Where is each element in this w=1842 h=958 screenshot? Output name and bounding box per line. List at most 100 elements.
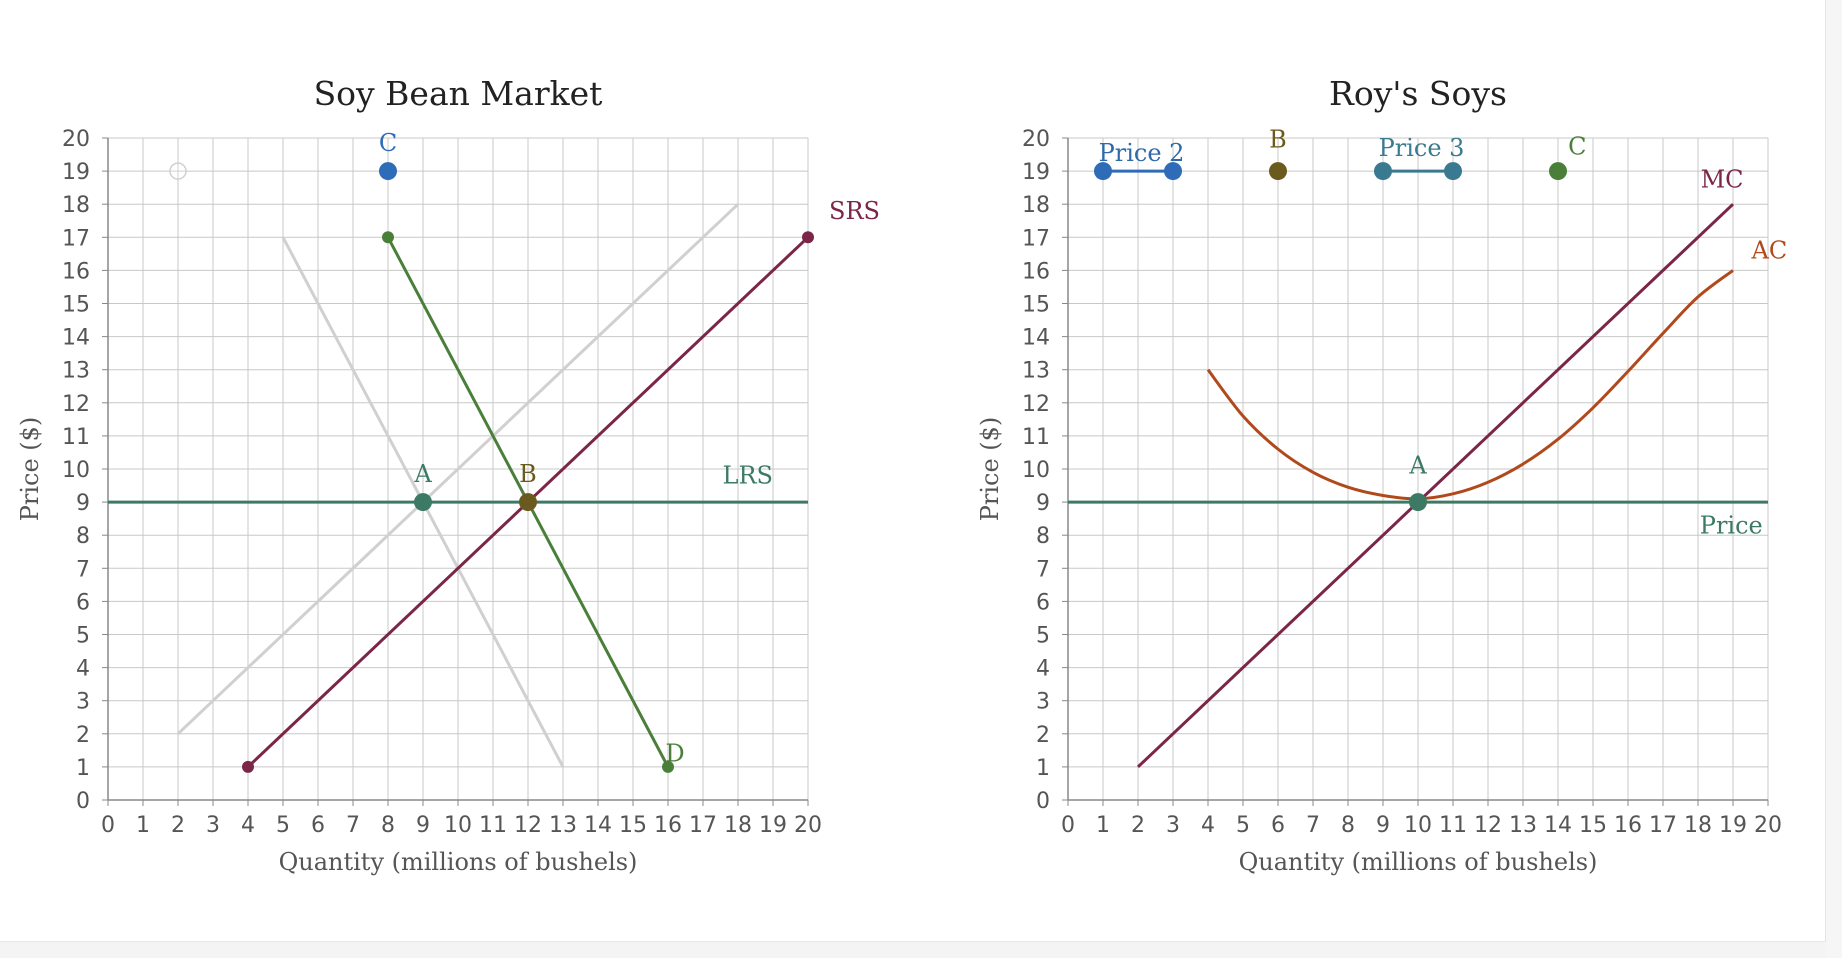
vertical-scrollbar[interactable] — [1825, 0, 1842, 958]
x-tick-label: 0 — [101, 813, 115, 838]
x-tick-label: 16 — [654, 813, 682, 838]
y-tick-label: 16 — [1022, 259, 1050, 284]
x-axis-title: Quantity (millions of bushels) — [279, 848, 638, 876]
x-tick-label: 17 — [689, 813, 717, 838]
x-tick-label: 8 — [381, 813, 395, 838]
y-tick-label: 0 — [1036, 789, 1050, 814]
y-tick-label: 1 — [1036, 756, 1050, 781]
y-tick-label: 9 — [1036, 491, 1050, 516]
chart-title: Roy's Soys — [1329, 74, 1507, 113]
series-srs-endpoint — [242, 760, 254, 773]
y-tick-label: 15 — [62, 293, 90, 318]
point-c — [1549, 162, 1567, 181]
x-tick-label: 9 — [416, 813, 430, 838]
x-tick-label: 14 — [584, 813, 612, 838]
y-tick-label: 11 — [62, 425, 90, 450]
series-ac-label: AC — [1751, 237, 1788, 265]
y-tick-label: 11 — [1022, 425, 1050, 450]
point-a-label: A — [1408, 452, 1427, 480]
roys-soys-chart: Roy's Soys 0 1 2 3 4 5 6 7 8 9 10 11 12 13 14 15 16 17 18 19… — [960, 0, 1840, 900]
y-tick-label: 9 — [76, 491, 90, 516]
y-tick-label: 13 — [1022, 359, 1050, 384]
x-tick-label: 11 — [479, 813, 507, 838]
point-c-label: C — [1568, 132, 1586, 160]
point-b-label: B — [519, 460, 537, 488]
x-tick-label: 19 — [1719, 813, 1747, 838]
y-tick-label: 15 — [1022, 293, 1050, 318]
x-tick-label: 16 — [1614, 813, 1642, 838]
x-tick-label: 20 — [794, 813, 822, 838]
y-tick-label: 6 — [1036, 590, 1050, 615]
y-tick-label: 5 — [1036, 624, 1050, 649]
x-tick-label: 8 — [1341, 813, 1355, 838]
x-tick-label: 12 — [1474, 813, 1502, 838]
point-b — [519, 493, 537, 512]
series-price-2-endpoint — [1094, 162, 1112, 181]
y-tick-label: 6 — [76, 590, 90, 615]
x-tick-label: 9 — [1376, 813, 1390, 838]
x-axis-title: Quantity (millions of bushels) — [1239, 848, 1598, 876]
bottom-strip — [0, 941, 1826, 958]
series-price-3-endpoint — [1444, 162, 1462, 181]
y-tick-label: 16 — [62, 259, 90, 284]
chart-title: Soy Bean Market — [314, 74, 603, 113]
x-tick-label: 2 — [1131, 813, 1145, 838]
x-tick-label: 1 — [1096, 813, 1110, 838]
x-tick-label: 3 — [206, 813, 220, 838]
series-mc-label: MC — [1701, 165, 1744, 193]
x-tick-label: 7 — [346, 813, 360, 838]
series-d-endpoint — [662, 760, 674, 773]
y-tick-label: 19 — [62, 160, 90, 185]
series-d-label: D — [665, 740, 684, 768]
series-price-2-endpoint — [1164, 162, 1182, 181]
y-tick-label: 19 — [1022, 160, 1050, 185]
series-srs-endpoint — [802, 231, 814, 244]
y-tick-label: 20 — [1022, 127, 1050, 152]
y-tick-label: 14 — [1022, 326, 1050, 351]
y-tick-label: 17 — [1022, 226, 1050, 251]
y-tick-label: 18 — [62, 193, 90, 218]
x-tick-label: 17 — [1649, 813, 1677, 838]
y-tick-label: 2 — [76, 723, 90, 748]
y-tick-label: 3 — [76, 690, 90, 715]
x-tick-label: 15 — [619, 813, 647, 838]
x-tick-label: 1 — [136, 813, 150, 838]
x-tick-label: 7 — [1306, 813, 1320, 838]
x-tick-label: 3 — [1166, 813, 1180, 838]
point-c-label: C — [379, 129, 397, 157]
x-tick-label: 20 — [1754, 813, 1782, 838]
y-tick-label: 7 — [76, 557, 90, 582]
x-tick-label: 10 — [444, 813, 472, 838]
x-tick-label: 18 — [1684, 813, 1712, 838]
y-tick-label: 10 — [1022, 458, 1050, 483]
y-tick-label: 12 — [62, 392, 90, 417]
y-tick-label: 13 — [62, 359, 90, 384]
y-tick-label: 0 — [76, 789, 90, 814]
y-tick-label: 12 — [1022, 392, 1050, 417]
series-mc — [1136, 203, 1735, 768]
point-b-label: B — [1269, 126, 1287, 154]
y-tick-label: 17 — [62, 226, 90, 251]
x-tick-label: 18 — [724, 813, 752, 838]
series-srs-label: SRS — [829, 197, 880, 225]
y-tick-label: 4 — [1036, 657, 1050, 682]
y-tick-label: 7 — [1036, 557, 1050, 582]
x-tick-label: 13 — [1509, 813, 1537, 838]
point-a — [414, 493, 432, 512]
x-tick-label: 11 — [1439, 813, 1467, 838]
y-tick-label: 4 — [76, 657, 90, 682]
point-a — [1409, 493, 1427, 512]
y-tick-label: 18 — [1022, 193, 1050, 218]
y-tick-label: 5 — [76, 624, 90, 649]
x-tick-label: 14 — [1544, 813, 1572, 838]
x-tick-label: 6 — [1271, 813, 1285, 838]
y-tick-label: 8 — [76, 524, 90, 549]
y-tick-label: 3 — [1036, 690, 1050, 715]
soy-bean-market-chart: Soy Bean Market 0 1 2 3 4 5 6 7 8 9 10 11 12 13 14 15 16 1… — [0, 0, 880, 900]
y-tick-label: 2 — [1036, 723, 1050, 748]
x-tick-label: 15 — [1579, 813, 1607, 838]
y-tick-label: 10 — [62, 458, 90, 483]
point-c — [379, 162, 397, 181]
x-tick-label: 4 — [241, 813, 255, 838]
x-tick-label: 12 — [514, 813, 542, 838]
